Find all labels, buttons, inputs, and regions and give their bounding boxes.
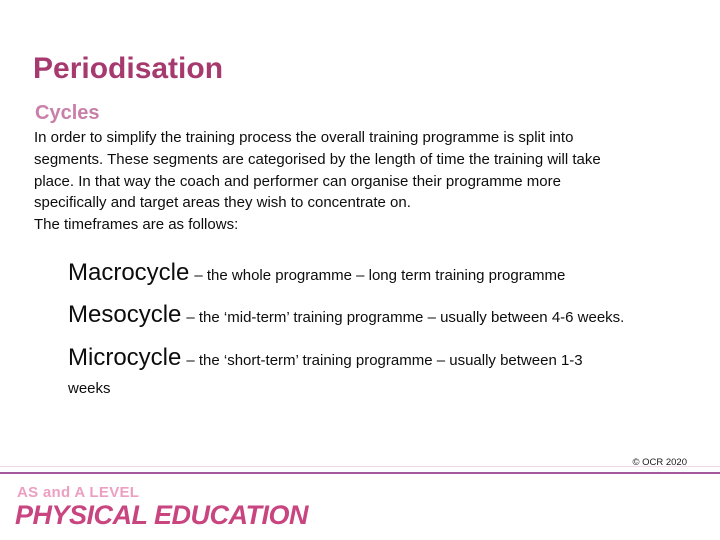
brand-level-text: AS and A LEVEL [17, 484, 140, 501]
cycle-row-macrocycle: Macrocycle – the whole programme – long t… [68, 258, 716, 290]
brand-subject-text: PHYSICAL EDUCATION [15, 500, 309, 530]
cycle-definition-microcycle: – the ‘short-term’ training programme – … [186, 352, 583, 369]
cycle-term-microcycle: Microcycle [68, 344, 182, 371]
cycle-definition-microcycle-line2: weeks [68, 380, 111, 397]
cycle-term-mesocycle: Mesocycle [68, 301, 182, 328]
footer-divider-faint-line [0, 466, 720, 467]
paragraph-line: specifically and target areas they wish … [34, 194, 411, 212]
footer-divider-line [0, 472, 720, 474]
body-paragraph: In order to simplify the training proces… [34, 127, 720, 236]
cycle-definition-mesocycle: – the ‘mid-term’ training programme – us… [186, 309, 625, 326]
slide-subtitle: Cycles [35, 101, 100, 124]
paragraph-line: segments. These segments are categorised… [34, 150, 601, 168]
cycle-definition-macrocycle: – the whole programme – long term traini… [194, 267, 566, 284]
paragraph-line: In order to simplify the training proces… [34, 129, 574, 146]
cycle-row-microcycle: Microcycle – the ‘short-term’ training pr… [68, 343, 716, 399]
copyright-text: © OCR 2020 [632, 457, 687, 468]
cycle-term-macrocycle: Macrocycle [68, 259, 190, 286]
cycle-row-mesocycle: Mesocycle – the ‘mid-term’ training progr… [68, 300, 716, 332]
slide-title: Periodisation [33, 52, 224, 86]
paragraph-line: place. In that way the coach and perform… [34, 172, 561, 190]
paragraph-line: The timeframes are as follows: [34, 216, 239, 234]
